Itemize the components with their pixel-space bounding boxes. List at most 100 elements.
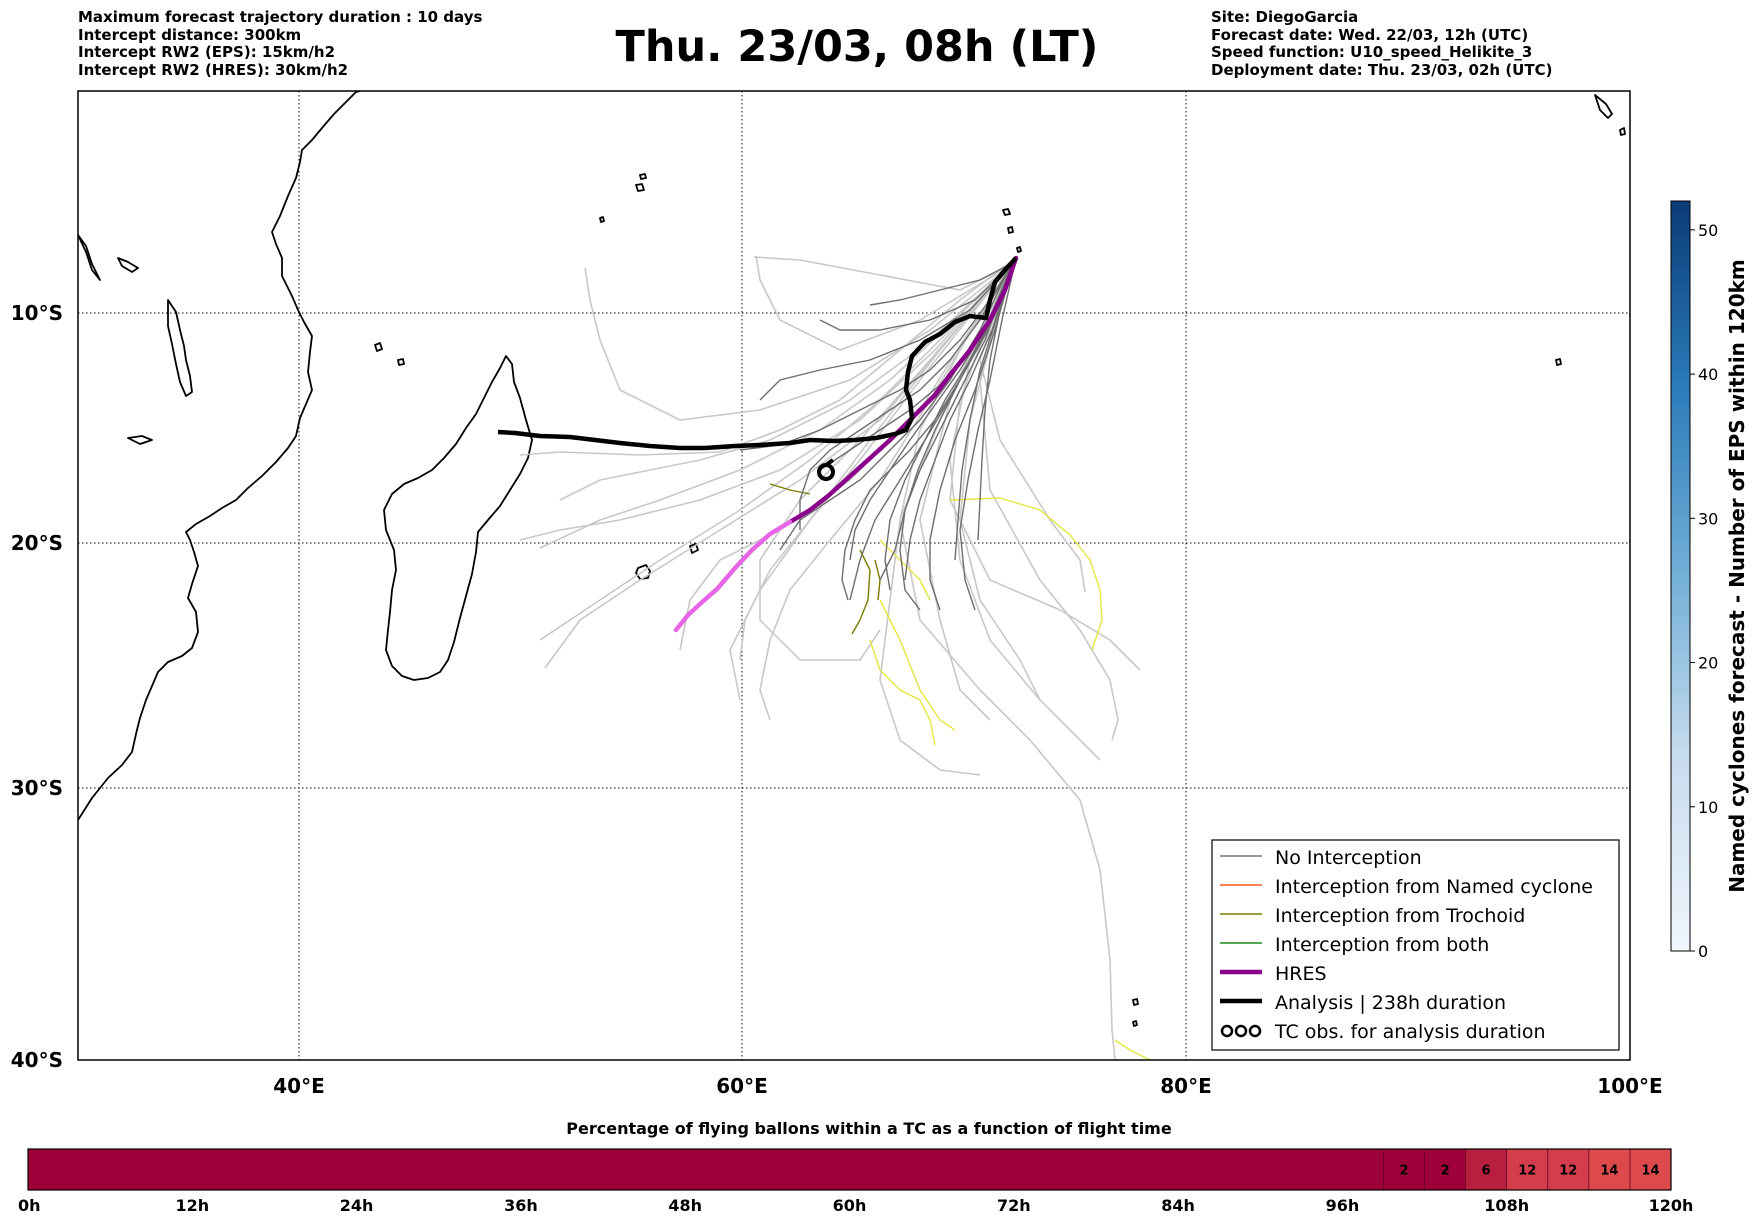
legend-label-analysis: Analysis | 238h duration: [1275, 992, 1506, 1014]
percentage-bar-tick-label: 0h: [18, 1196, 41, 1215]
eps-colorbar-ticks: 0 10 20 30 40 50: [1690, 221, 1718, 961]
deployment-date-text: Deployment date: Thu. 23/03, 02h (UTC): [1211, 60, 1553, 79]
legend-label-hres: HRES: [1275, 963, 1327, 985]
percentage-bar-tick-label: 60h: [833, 1196, 867, 1215]
intercept-distance-text: Intercept distance: 300km: [78, 25, 302, 44]
eps-yellow-trajectories: [869, 497, 1151, 1060]
percentage-bar-cell-value: 14: [1641, 1164, 1659, 1179]
lon-label-60e: 60°E: [716, 1074, 768, 1098]
percentage-bar-cell: [1506, 1149, 1548, 1190]
traj-dark: [954, 261, 1015, 561]
traj-yellow: [879, 539, 931, 601]
mauritius-island: [635, 564, 651, 580]
percentage-bar-tick-label: 120h: [1649, 1196, 1694, 1215]
traj-dark: [904, 261, 1015, 581]
intercept-eps-text: Intercept RW2 (EPS): 15km/h2: [78, 43, 335, 62]
traj-light: [739, 267, 1009, 661]
percentage-bar-cell: [1547, 1149, 1589, 1190]
header-right-info: Site: DiegoGarcia Forecast date: Wed. 22…: [1211, 8, 1553, 79]
traj-yellow: [949, 497, 1103, 651]
eps-dark-trajectories: [739, 257, 1017, 611]
madagascar-coastline: [383, 355, 533, 681]
comoros-islands: [374, 342, 405, 366]
eps-colorbar-tick-label: 50: [1698, 221, 1718, 240]
legend: No Interception Interception from Named …: [1211, 839, 1620, 1051]
eps-colorbar-gradient: [1670, 200, 1691, 952]
percentage-bar-cell-value: 2: [1441, 1164, 1450, 1179]
percentage-bar-ticks: 0h 12h 24h 36h 48h 60h 72h 84h 96h 108h 120h: [18, 1196, 1693, 1215]
percentage-bar-cell-value: 6: [1482, 1164, 1491, 1179]
lake-small: [117, 257, 139, 273]
percentage-bar-cell-value: 12: [1518, 1164, 1536, 1179]
traj-dark: [841, 261, 1015, 601]
eps-colorbar-tick-label: 30: [1698, 509, 1718, 528]
percentage-bar-tick-label: 24h: [340, 1196, 374, 1215]
site-text: Site: DiegoGarcia: [1211, 8, 1359, 26]
page-title: Thu. 23/03, 08h (LT): [615, 22, 1099, 72]
lat-label-20s: 20°S: [11, 531, 63, 555]
intercept-hres-text: Intercept RW2 (HRES): 30km/h2: [78, 60, 349, 79]
lon-label-80e: 80°E: [1160, 1074, 1212, 1098]
traj-yellow: [1114, 1039, 1151, 1060]
percentage-bar-cell-value: 12: [1559, 1164, 1577, 1179]
legend-label-trochoid: Interception from Trochoid: [1275, 905, 1525, 927]
percentage-bar-tick-label: 108h: [1484, 1196, 1529, 1215]
percentage-bar-cell-value: 14: [1600, 1164, 1618, 1179]
max-duration-text: Maximum forecast trajectory duration : 1…: [78, 8, 483, 26]
legend-label-tc-obs: TC obs. for analysis duration: [1274, 1021, 1546, 1043]
traj-dark: [799, 263, 1013, 530]
lon-label-40e: 40°E: [273, 1074, 325, 1098]
traj-dark: [884, 261, 1015, 591]
percentage-bar-cell-value: 2: [1399, 1164, 1408, 1179]
traj-yellow: [879, 599, 956, 731]
traj-dark: [929, 261, 1015, 611]
africa-coastline: [78, 91, 361, 821]
traj-light: [755, 255, 1011, 351]
percentage-bar-cell: [1629, 1149, 1671, 1190]
speed-function-text: Speed function: U10_speed_Helikite_3: [1211, 43, 1533, 62]
eps-colorbar-tick-label: 40: [1698, 365, 1718, 384]
legend-box: [1211, 839, 1620, 1051]
eps-colorbar: 0 10 20 30 40 50 Named cyclones forecast - Nu…: [1670, 200, 1749, 961]
somalia-horn: [78, 234, 101, 281]
percentage-bar-cell: [1424, 1149, 1466, 1190]
analysis-trajectory: [497, 256, 1018, 451]
forecast-date-text: Forecast date: Wed. 22/03, 12h (UTC): [1211, 25, 1529, 44]
percentage-bar-tick-label: 84h: [1161, 1196, 1195, 1215]
eps-colorbar-tick-label: 20: [1698, 654, 1718, 673]
percentage-bar-tick-label: 48h: [668, 1196, 702, 1215]
traj-dark: [819, 263, 1013, 331]
chagos-islands: [1002, 208, 1022, 253]
lat-label-40s: 40°S: [11, 1048, 63, 1072]
traj-olive: [851, 549, 871, 635]
longitude-labels: 40°E 60°E 80°E 100°E: [273, 1074, 1662, 1098]
percentage-bar-cell: [28, 1149, 1384, 1190]
percentage-bar: Percentage of flying ballons within a TC…: [18, 1119, 1693, 1215]
percentage-bar-tick-label: 36h: [504, 1196, 538, 1215]
map-frame: [77, 90, 1631, 1061]
lake-outline: [167, 299, 193, 397]
eps-colorbar-tick-label: 10: [1698, 798, 1718, 817]
hres-path-pink: [673, 519, 793, 633]
traj-yellow: [869, 639, 936, 746]
legend-swatch-tc-obs: [1220, 1024, 1262, 1038]
traj-dark: [869, 261, 1015, 306]
traj-dark: [759, 263, 1013, 401]
lat-label-10s: 10°S: [11, 301, 63, 325]
eps-colorbar-tick-label: 0: [1698, 942, 1708, 961]
percentage-bar-tick-label: 96h: [1326, 1196, 1360, 1215]
legend-label-named-cyclone: Interception from Named cyclone: [1275, 876, 1593, 898]
reunion-island: [689, 543, 699, 554]
traj-dark: [959, 257, 1017, 611]
coastlines: [78, 91, 1626, 1027]
seychelles-islands: [599, 173, 647, 223]
percentage-bar-cells: 2 2 6 12 12 14 14: [28, 1149, 1671, 1190]
tc-obs-symbol: [817, 458, 835, 481]
traj-dark: [879, 263, 1013, 581]
traj-light: [959, 263, 1041, 701]
percentage-bar-tick-label: 72h: [997, 1196, 1031, 1215]
eastern-islets: [1132, 94, 1626, 1027]
hres-path-purple: [787, 255, 1019, 525]
traj-light: [519, 257, 1017, 456]
lat-label-30s: 30°S: [11, 776, 63, 800]
